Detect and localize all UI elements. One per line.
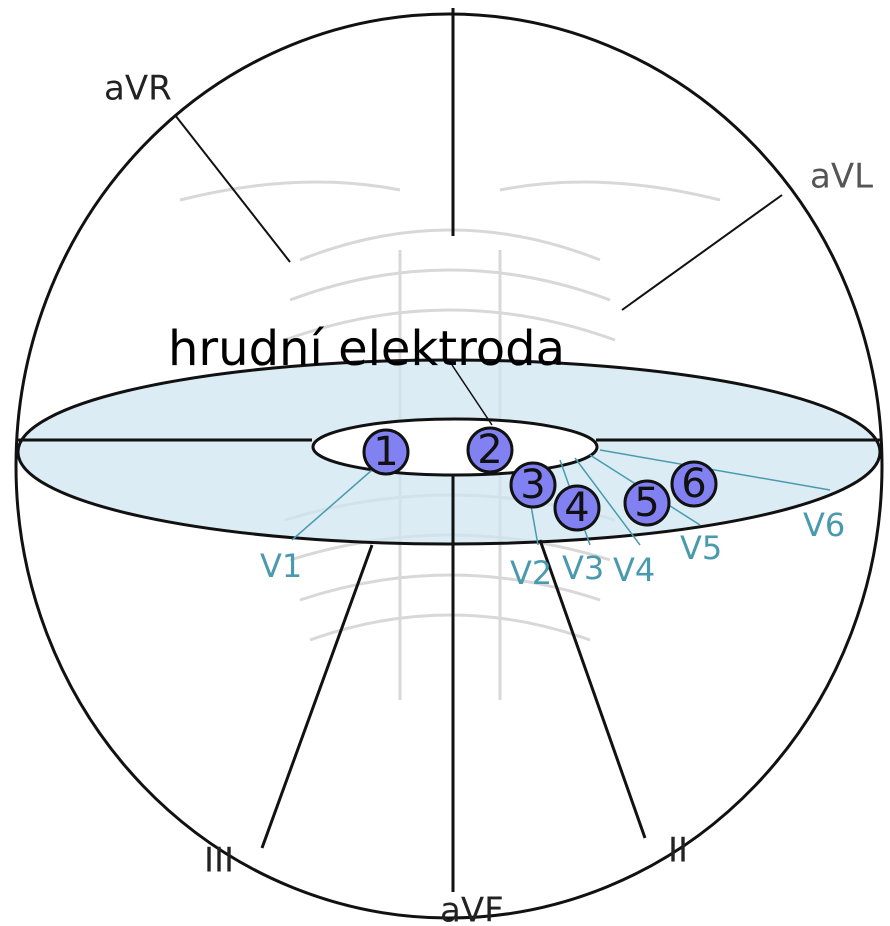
chest-lead-label: V4 [613, 551, 655, 589]
electrode-number: 5 [634, 480, 659, 526]
chest-lead-label: V5 [680, 529, 722, 567]
electrode-number: 3 [520, 462, 545, 508]
chest-lead-label: V2 [510, 554, 552, 592]
sphere [14, 12, 884, 920]
chest-lead-label: V1 [260, 547, 302, 585]
title: hrudní elektroda [168, 321, 565, 377]
limb-lead-label: aVR [104, 69, 172, 109]
limb-lead-label: II [668, 831, 688, 871]
chest-lead-label: V6 [803, 506, 845, 544]
limb-lead-label: aVL [810, 157, 873, 197]
inner-ring [311, 417, 599, 477]
limb-lead-label: III [204, 841, 234, 881]
chest-lead-label: V3 [562, 549, 604, 587]
electrodes [362, 426, 718, 532]
electrode-number: 4 [564, 485, 589, 531]
electrode-number: 2 [477, 427, 502, 473]
electrode-number: 1 [373, 429, 398, 475]
lead-lines [18, 8, 880, 892]
electrode-number: 6 [681, 461, 706, 507]
limb-lead-label: aVF [440, 891, 504, 926]
